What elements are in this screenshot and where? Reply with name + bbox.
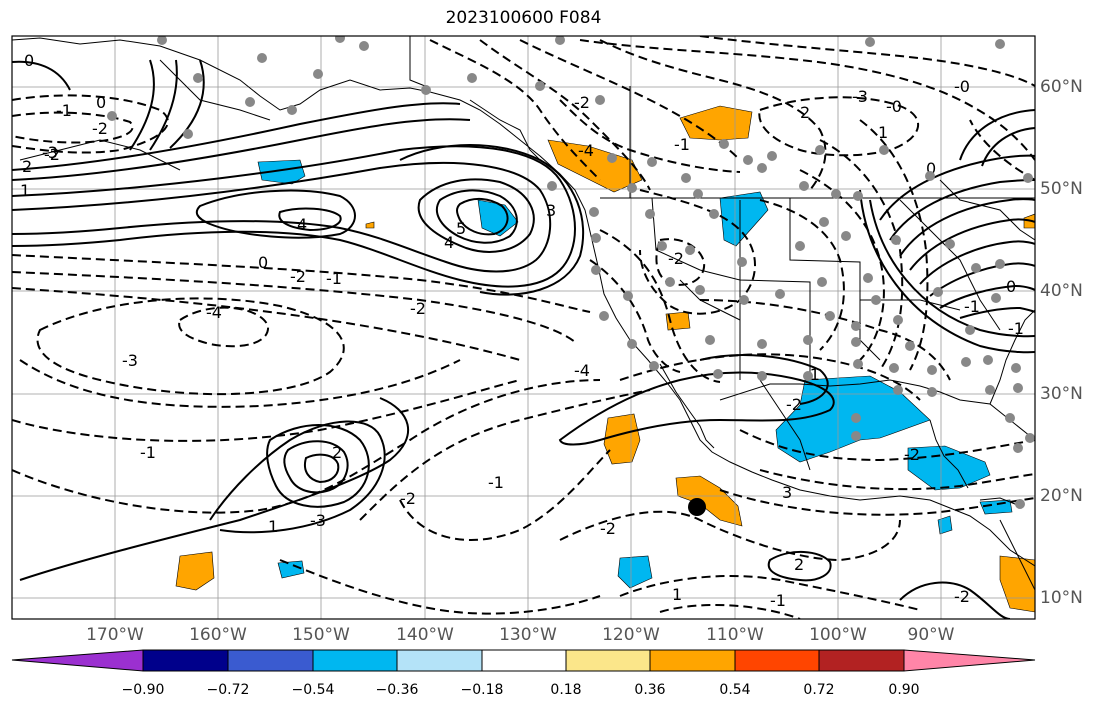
colorbar [11, 649, 1036, 672]
orange-region [675, 475, 743, 527]
contour-label: -0 [954, 77, 970, 96]
contour-label: 3 [546, 201, 556, 220]
colorbar-tick-label: 0.36 [634, 682, 666, 698]
contour-label: -2 [574, 93, 590, 112]
lon-label: 90°W [907, 625, 955, 645]
colorbar-tick-label: 0.18 [550, 682, 582, 698]
positive-contours [12, 59, 1035, 619]
coastlines [12, 36, 1035, 591]
lat-label: 40°N [1040, 281, 1083, 301]
contour-label: 0 [96, 93, 106, 112]
contour-label: -1 [326, 269, 342, 288]
contour-label: -2 [400, 489, 416, 508]
orange-region [665, 311, 691, 331]
contour-label: 0 [926, 159, 936, 178]
contour-label: -0 [886, 97, 902, 116]
blue-region [937, 515, 953, 535]
contour-label: 5 [456, 219, 466, 238]
contour-label: -1 [770, 591, 786, 610]
contour-label: -1 [674, 135, 690, 154]
lat-label: 10°N [1040, 588, 1083, 608]
contour-label: 3 [782, 483, 792, 502]
orange-region [603, 413, 641, 465]
colorbar-tick-label: −0.54 [291, 682, 335, 698]
lon-label: 130°W [499, 625, 557, 645]
contour-label: 1 [672, 585, 682, 604]
orange-region [999, 555, 1035, 613]
contour-label: -2 [786, 395, 802, 414]
contour-label: -3 [42, 143, 58, 162]
lat-label: 30°N [1040, 384, 1083, 404]
contour-label: -2 [92, 119, 108, 138]
colorbar-tick-label: −0.18 [460, 682, 504, 698]
orange-region [175, 551, 215, 591]
contour-label: -4 [574, 361, 590, 380]
lon-label: 120°W [602, 625, 660, 645]
station-dots [107, 36, 1035, 509]
lon-label: 170°W [86, 625, 144, 645]
colorbar-tick-label: −0.72 [206, 682, 250, 698]
contour-label: -3 [852, 87, 868, 106]
blue-region [617, 555, 653, 589]
blue-region [277, 560, 305, 579]
colorbar-tick-label: −0.36 [375, 682, 419, 698]
map-content: 0 1 2 -3 -2 0 -2 -1 4 5 4 3 2 1 0 -2 -1 … [12, 36, 1035, 619]
contour-label: -2 [44, 145, 60, 164]
contour-label: -1 [56, 101, 72, 120]
contour-label: 2 [794, 555, 804, 574]
contour-label: -2 [600, 519, 616, 538]
contour-label: 1 [20, 181, 30, 200]
location-marker [688, 498, 706, 516]
orange-region [679, 105, 753, 141]
contour-label: 2 [332, 443, 342, 462]
shaded-regions [175, 105, 1035, 613]
orange-region [365, 221, 375, 229]
lat-label: 60°N [1040, 77, 1083, 97]
map-frame [11, 35, 1036, 620]
contour-label: 0 [258, 253, 268, 272]
colorbar-tick-label: 0.54 [719, 682, 751, 698]
plot-title: 2023100600 F084 [445, 8, 602, 28]
contour-label: 2 [22, 157, 32, 176]
contour-label: -1 [140, 443, 156, 462]
lon-label: 140°W [396, 625, 454, 645]
lon-label: 160°W [189, 625, 247, 645]
blue-region [257, 159, 306, 185]
contour-label: -2 [668, 249, 684, 268]
contour-label: 0 [1006, 277, 1016, 296]
colorbar-tick-label: 0.90 [888, 682, 920, 698]
graticule [12, 36, 1035, 619]
blue-region [979, 499, 1013, 515]
lon-label: 100°W [809, 625, 867, 645]
contour-label: -3 [122, 351, 138, 370]
contour-label: -1 [488, 473, 504, 492]
lat-label: 50°N [1040, 179, 1083, 199]
contour-label: 0 [24, 51, 34, 70]
contour-label: 4 [297, 215, 307, 234]
contour-label: 1 [268, 517, 278, 536]
contour-label: -2 [290, 267, 306, 286]
colorbar-tick-label: −0.90 [121, 682, 165, 698]
blue-region [907, 445, 991, 491]
contour-label: -2 [904, 445, 920, 464]
contour-label: -4 [578, 141, 594, 160]
contour-label: 1 [878, 123, 888, 142]
lat-label: 20°N [1040, 486, 1083, 506]
colorbar-extend-low [11, 649, 144, 672]
lon-label: 110°W [706, 625, 764, 645]
lon-label: 150°W [292, 625, 350, 645]
contour-label: -1 [1008, 319, 1024, 338]
blue-region [719, 191, 769, 247]
contour-label: -2 [954, 587, 970, 606]
contour-label: -4 [206, 303, 222, 322]
contour-label: 2 [800, 103, 810, 122]
colorbar-tick-label: 0.72 [803, 682, 835, 698]
colorbar-extend-high [903, 649, 1036, 672]
contour-label: 4 [444, 233, 454, 252]
contour-label: -1 [964, 297, 980, 316]
contour-label: -3 [310, 511, 326, 530]
contour-label: -2 [410, 299, 426, 318]
